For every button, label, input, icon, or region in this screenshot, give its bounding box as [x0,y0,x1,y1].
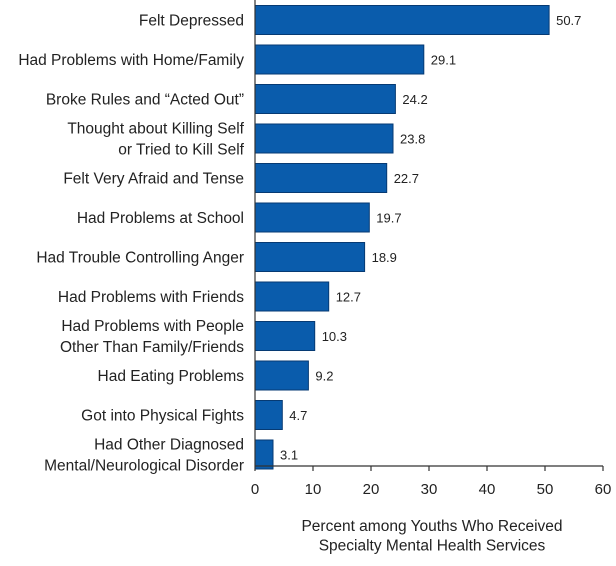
bar [254,439,274,470]
x-axis-title-line: Percent among Youths Who Received [301,518,562,535]
value-label: 22.7 [394,171,419,186]
category-label-line: Thought about Killing Self [67,121,244,138]
category-label-line: Felt Depressed [139,13,244,30]
category-label-line: Other Than Family/Friends [60,339,244,356]
tick-labels-group: 0 10 20 30 40 50 60 [251,481,612,498]
category-label: Had Problems at School [77,210,244,227]
category-label-line: Had Problems at School [77,210,244,227]
category-label-line: Had Other Diagnosed [94,437,244,454]
value-label: 9.2 [315,369,333,384]
x-tick-label: 60 [595,481,612,498]
category-label: Thought about Killing Self or Tried to Ki… [67,121,244,159]
value-label: 12.7 [336,290,361,305]
value-label: 24.2 [402,92,427,107]
category-label: Had Problems with Friends [58,289,244,306]
bar [254,242,366,272]
bar [254,281,330,312]
value-label: 50.7 [556,13,581,28]
x-tick-label: 0 [251,481,259,498]
category-label-line: Had Problems with Friends [58,289,244,306]
x-axis-title-line: Specialty Mental Health Services [319,538,546,555]
value-label: 3.1 [280,448,298,463]
category-label: Had Problems with People Other Than Famil… [60,318,244,356]
value-label: 19.7 [376,211,401,226]
axes-group [254,0,604,471]
value-label: 23.8 [400,132,425,147]
category-label-line: or Tried to Kill Self [118,142,244,159]
category-label: Felt Depressed [139,13,244,30]
x-tick-label: 40 [479,481,496,498]
x-tick-label: 50 [537,481,554,498]
category-label-line: Had Trouble Controlling Anger [36,250,244,267]
bar [254,202,370,233]
category-label: Got into Physical Fights [81,408,244,425]
bars-group [254,5,550,470]
x-tick-label: 10 [305,481,322,498]
bar [254,400,283,430]
category-label-line: Felt Very Afraid and Tense [63,171,244,188]
value-label: 18.9 [372,250,397,265]
category-label: Had Other Diagnosed Mental/Neurological D… [44,437,244,475]
value-labels-group: 50.7 29.1 24.2 23.8 22.7 19.7 18.9 12.7 10.3 9.2 4… [280,13,581,463]
bar [254,5,550,35]
category-label: Had Trouble Controlling Anger [36,250,244,267]
category-label-line: Had Eating Problems [98,368,245,385]
category-label-line: Had Problems with Home/Family [18,52,244,69]
x-tick-label: 30 [421,481,438,498]
category-label: Broke Rules and “Acted Out” [46,92,244,109]
category-label-line: Broke Rules and “Acted Out” [46,92,244,109]
value-label: 29.1 [431,53,456,68]
value-label: 10.3 [322,329,347,344]
bar [254,123,394,154]
category-label-line: Got into Physical Fights [81,408,244,425]
category-label: Had Problems with Home/Family [18,52,244,69]
category-label-line: Mental/Neurological Disorder [44,458,244,475]
bar [254,163,388,193]
category-label: Felt Very Afraid and Tense [63,171,244,188]
bar [254,360,309,391]
bar [254,44,425,75]
category-label: Had Eating Problems [98,368,245,385]
bar [254,84,396,114]
x-axis-title: Percent among Youths Who Received Special… [301,518,562,555]
bar [254,321,316,351]
value-label: 4.7 [289,408,307,423]
x-tick-label: 20 [363,481,380,498]
category-label-line: Had Problems with People [61,318,244,335]
category-labels-group: Felt Depressed Had Problems with Home/Fam… [18,13,244,475]
